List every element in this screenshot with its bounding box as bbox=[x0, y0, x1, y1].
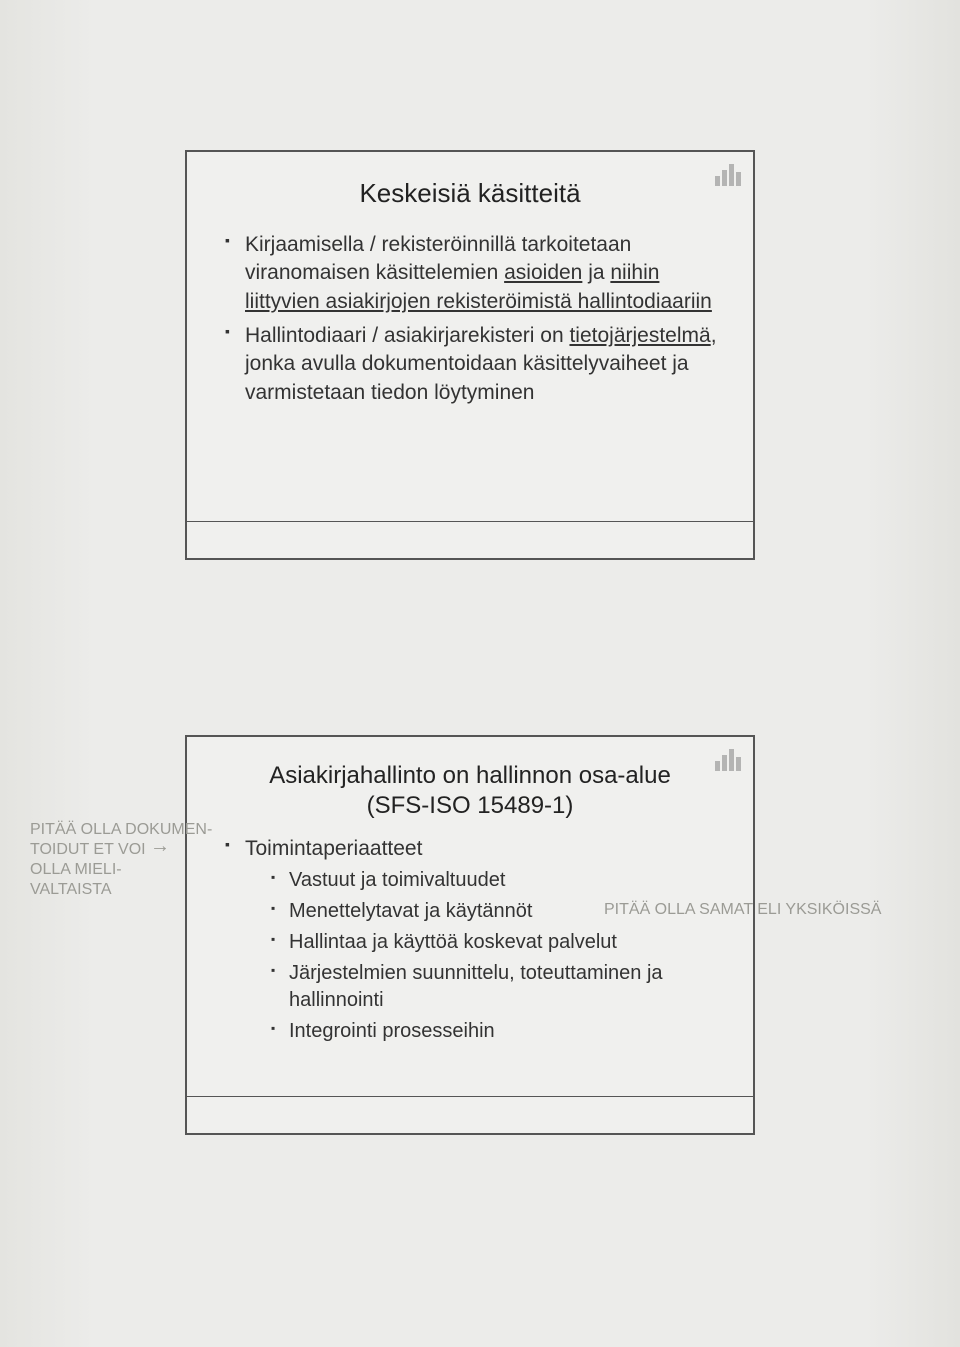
slide-1-box: Keskeisiä käsitteitä Kirjaamisella / rek… bbox=[185, 150, 755, 560]
slide-1-bullet-2: Hallintodiaari / asiakirjarekisteri on t… bbox=[225, 322, 725, 407]
slide-1-bullet-1: Kirjaamisella / rekisteröinnillä tarkoit… bbox=[225, 231, 725, 316]
scanned-page: Keskeisiä käsitteitä Kirjaamisella / rek… bbox=[0, 0, 960, 1347]
slide-2-main-bullet: Toimintaperiaatteet Vastuut ja toimivalt… bbox=[225, 835, 725, 1045]
slide-2-sub-bullet: Järjestelmien suunnittelu, toteuttaminen… bbox=[271, 960, 725, 1014]
slide-2-bullet-list: Toimintaperiaatteet Vastuut ja toimivalt… bbox=[215, 835, 725, 1045]
slide-2-divider bbox=[187, 1096, 753, 1097]
handwritten-note-left: PITÄÄ OLLA DOKUMEN- TOIDUT ET VOI OLLA M… bbox=[30, 820, 190, 900]
slide-2-sub-bullet: Vastuut ja toimivaltuudet bbox=[271, 867, 725, 894]
slide-2-sub-bullet-list: Vastuut ja toimivaltuudet Menettelytavat… bbox=[245, 867, 725, 1045]
slide-2-title-line1: Asiakirjahallinto on hallinnon osa-alue bbox=[269, 762, 671, 789]
slide-2-box: Asiakirjahallinto on hallinnon osa-alue … bbox=[185, 735, 755, 1135]
slide-1-divider bbox=[187, 521, 753, 522]
corner-logo-icon bbox=[715, 747, 741, 771]
slide-2-sub-bullet: Integrointi prosesseihin bbox=[271, 1018, 725, 1045]
bullet-text-fragment: tietojärjestelmä bbox=[569, 324, 710, 347]
slide-2-sub-bullet: Hallintaa ja käyttöä koskevat palvelut bbox=[271, 929, 725, 956]
slide-2-title: Asiakirjahallinto on hallinnon osa-alue … bbox=[215, 761, 725, 821]
slide-2-main-bullet-text: Toimintaperiaatteet bbox=[245, 837, 422, 860]
bullet-text-fragment: Hallintodiaari / asiakirjarekisteri on bbox=[245, 324, 569, 347]
slide-1-bullet-list: Kirjaamisella / rekisteröinnillä tarkoit… bbox=[215, 231, 725, 407]
handwritten-arrow-icon: → bbox=[150, 835, 170, 858]
corner-logo-icon bbox=[715, 162, 741, 186]
handwritten-note-right: PITÄÄ OLLA SAMAT ELI YKSIKÖISSÄ bbox=[604, 900, 924, 920]
bullet-text-fragment: asioiden bbox=[504, 261, 582, 284]
bullet-text-fragment: ja bbox=[582, 261, 610, 284]
slide-2-title-line2: (SFS-ISO 15489-1) bbox=[367, 792, 574, 819]
slide-1-title: Keskeisiä käsitteitä bbox=[215, 178, 725, 209]
